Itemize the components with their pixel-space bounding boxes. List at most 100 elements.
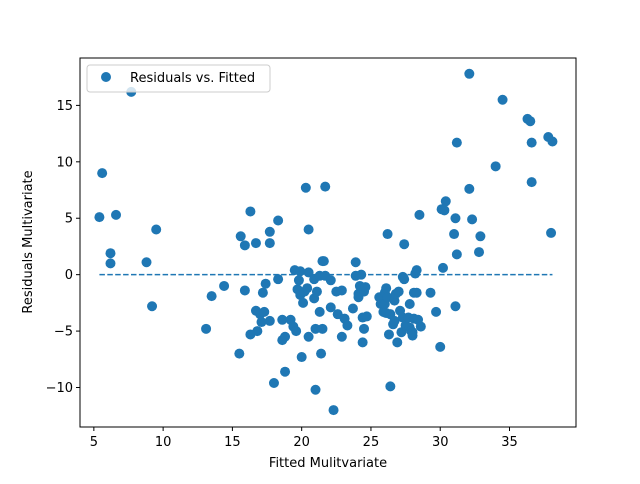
data-point [526,177,537,188]
data-point [250,238,261,249]
data-point [439,205,450,216]
data-point [356,269,367,280]
data-point [303,224,314,235]
data-point [431,306,442,317]
data-point [316,348,327,359]
data-point [291,326,302,337]
data-point [475,231,486,242]
data-point [336,331,347,342]
x-tick-label: 10 [155,435,172,450]
x-axis-ticks: 5 10 15 20 25 30 35 [90,427,518,450]
data-point [260,278,271,289]
x-tick-label: 25 [363,435,380,450]
data-point [399,239,410,250]
data-point [105,248,116,259]
data-point [151,224,162,235]
x-tick-label: 15 [224,435,241,450]
data-point [449,229,460,240]
data-point [303,331,314,342]
legend: Residuals vs. Fitted [86,64,271,93]
data-point [407,330,418,341]
data-point [320,181,331,192]
x-tick-label: 5 [90,435,98,450]
data-point [201,323,212,334]
data-point [310,384,321,395]
data-point [280,331,291,342]
data-point [490,161,501,172]
data-point [359,323,370,334]
data-point [336,285,347,296]
data-point [239,240,250,251]
data-point [141,257,152,268]
data-point [361,311,372,322]
data-point [347,303,358,314]
y-tick-label: −10 [46,381,73,396]
data-point [360,282,371,293]
data-point [342,320,353,331]
x-tick-label: 30 [432,435,449,450]
data-point [451,137,462,148]
data-point [404,299,415,309]
data-point [411,265,422,276]
data-point [273,274,284,285]
data-point [280,366,291,377]
data-point [440,196,451,207]
data-point [437,262,448,273]
data-point [314,306,325,317]
data-point [435,341,446,352]
data-point [525,116,536,127]
data-point [252,326,263,337]
data-point [111,209,122,220]
data-point [328,405,339,416]
x-tick-label: 20 [293,435,310,450]
data-point [467,214,478,225]
data-point [325,302,336,313]
data-point [385,381,396,392]
data-point [350,257,361,268]
y-tick-label: 5 [65,212,73,227]
data-point [273,215,284,226]
data-point [546,227,557,238]
data-point [302,283,313,294]
data-point [392,337,403,348]
data-point [296,352,307,363]
data-point [264,315,275,326]
y-axis-ticks: −10 −5 0 5 10 15 [46,99,80,396]
data-point [382,229,393,240]
x-axis-label: Fitted Mulitvariate [269,456,387,471]
data-point [257,287,268,298]
data-point [268,377,279,388]
data-point [497,94,508,105]
data-point [264,226,275,237]
data-point [259,306,270,317]
data-point [474,247,485,258]
data-point [235,231,246,242]
y-axis-label: Residuals Multivariate [21,170,36,313]
data-point [234,348,245,359]
legend-marker [101,72,111,82]
data-point [298,297,309,308]
data-point [411,287,422,298]
data-point [317,323,328,334]
data-point [206,291,217,302]
legend-label: Residuals vs. Fitted [130,71,255,86]
data-point [464,183,475,194]
data-point [425,287,436,298]
data-point [526,137,537,148]
data-point [393,286,404,297]
x-tick-label: 35 [501,435,518,450]
data-point [277,314,288,325]
data-point [147,301,158,312]
data-point [389,315,400,326]
y-tick-label: 15 [56,99,73,114]
data-point [303,267,314,278]
plot-area-frame [79,57,577,428]
data-point [256,317,267,328]
data-point [325,275,336,286]
data-point [295,266,306,277]
data-point [97,168,108,179]
y-tick-label: 0 [65,268,73,283]
data-point [415,321,426,332]
